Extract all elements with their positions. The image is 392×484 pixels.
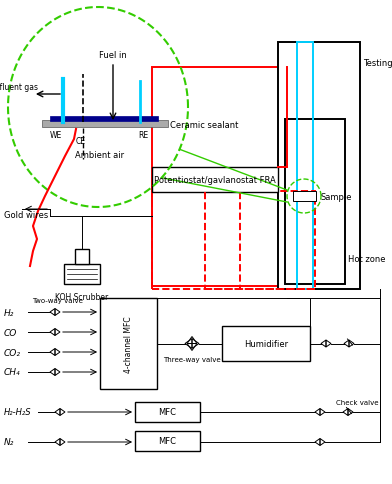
Text: Check valve: Check valve <box>336 399 378 405</box>
Bar <box>152 192 315 289</box>
Text: Ceramic sealant: Ceramic sealant <box>170 121 238 130</box>
Text: Potentiostat/gavlanostat FRA: Potentiostat/gavlanostat FRA <box>154 176 276 184</box>
Text: H₂: H₂ <box>4 308 15 317</box>
Text: 4-channel MFC: 4-channel MFC <box>124 316 133 372</box>
Text: WE: WE <box>50 131 62 140</box>
Bar <box>222 326 310 361</box>
Bar <box>50 117 158 122</box>
Bar <box>152 68 287 287</box>
Text: Fuel in: Fuel in <box>99 50 127 60</box>
Bar <box>297 43 313 289</box>
Text: MFC: MFC <box>158 408 176 417</box>
Bar <box>100 298 157 389</box>
Text: N₂: N₂ <box>4 438 15 447</box>
Bar <box>135 402 200 422</box>
Text: Humidifier: Humidifier <box>244 339 288 348</box>
Bar <box>135 431 200 451</box>
Bar <box>152 167 278 193</box>
Text: H₂-H₂S: H₂-H₂S <box>4 408 32 417</box>
Text: Gold wires: Gold wires <box>4 210 48 219</box>
Text: CE: CE <box>76 136 86 145</box>
Bar <box>75 249 89 264</box>
Text: Sample: Sample <box>321 192 352 201</box>
Text: Hot zone: Hot zone <box>348 255 385 264</box>
Bar <box>278 43 360 289</box>
Text: KOH Scrubber: KOH Scrubber <box>55 293 109 302</box>
Text: RE: RE <box>138 131 148 140</box>
Text: Effluent gas: Effluent gas <box>0 83 38 92</box>
Bar <box>285 120 345 285</box>
Text: MFC: MFC <box>158 437 176 446</box>
Text: Testing tube: Testing tube <box>363 59 392 67</box>
Bar <box>42 121 168 128</box>
Text: CO₂: CO₂ <box>4 348 21 357</box>
Text: Ambient air: Ambient air <box>75 150 125 159</box>
Text: Three-way valve: Three-way valve <box>163 357 221 363</box>
Bar <box>64 264 100 285</box>
Text: CH₄: CH₄ <box>4 368 21 377</box>
Text: Two-way valve: Two-way valve <box>32 297 83 303</box>
Text: CO: CO <box>4 328 17 337</box>
Bar <box>293 192 316 201</box>
